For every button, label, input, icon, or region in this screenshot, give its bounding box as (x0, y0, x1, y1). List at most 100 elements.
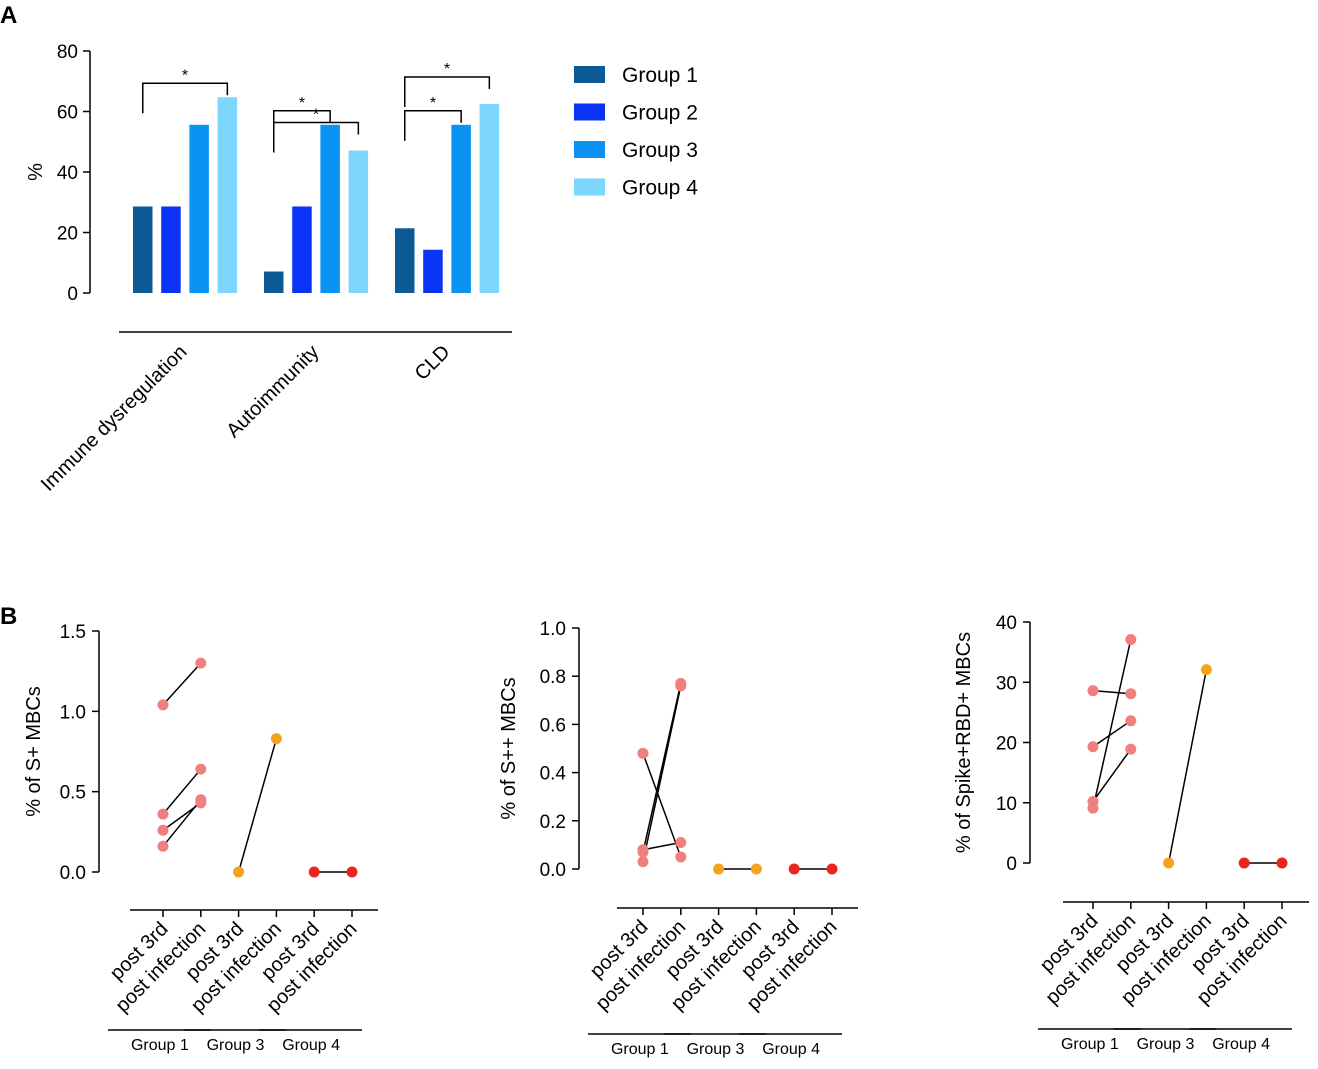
significance-star: * (299, 95, 305, 112)
bar-group-3 (451, 124, 471, 293)
y-tick-label: 0.4 (540, 764, 567, 785)
data-point-post-infection (1125, 715, 1137, 727)
data-point-post-infection (675, 680, 687, 692)
data-point-post-3rd (308, 866, 320, 878)
data-point-post-infection (195, 657, 207, 669)
group-label: Group 4 (1212, 1036, 1270, 1053)
pair-connector-line (1167, 669, 1208, 864)
data-point-post-infection (750, 863, 762, 875)
legend-swatch (574, 66, 605, 83)
bar-group-4 (348, 150, 369, 293)
y-tick-label: 1.0 (540, 619, 566, 640)
pair-connector-line (162, 799, 202, 847)
data-point-post-infection (675, 836, 687, 848)
data-point-post-3rd (233, 866, 245, 878)
y-tick-label: 0 (1006, 854, 1017, 875)
data-point-post-3rd (157, 840, 169, 852)
y-tick-label: 0.6 (540, 715, 566, 736)
significance-star: * (430, 95, 436, 112)
group-label: Group 3 (207, 1037, 265, 1054)
data-point-post-3rd (713, 863, 725, 875)
data-point-post-3rd (1087, 741, 1099, 753)
y-tick-label: 20 (57, 224, 78, 245)
legend-label: Group 4 (622, 177, 698, 200)
y-tick-label: 0.5 (60, 783, 86, 804)
y-tick-label: 1.0 (60, 702, 86, 723)
group-label: Group 4 (762, 1041, 820, 1058)
group-label: Group 1 (131, 1037, 189, 1054)
significance-bracket (273, 121, 360, 153)
data-point-post-3rd (637, 856, 649, 868)
data-point-post-3rd (1087, 685, 1099, 697)
y-tick-label: 1.5 (60, 622, 86, 643)
y-tick-label: 10 (996, 794, 1017, 815)
data-point-post-infection (1276, 857, 1288, 869)
y-axis-title: % of S+ MBCs (23, 686, 45, 817)
y-axis-title: % of S++ MBCs (498, 677, 520, 819)
pair-connector-line (237, 738, 278, 873)
data-point-post-infection (346, 866, 358, 878)
data-point-post-infection (1200, 664, 1212, 676)
legend-label: Group 1 (622, 64, 698, 87)
y-axis-title: % (25, 163, 47, 181)
data-point-post-infection (195, 794, 207, 806)
y-tick-label: 40 (996, 613, 1017, 634)
pair-connector-line (162, 768, 202, 815)
significance-bracket (404, 76, 491, 107)
data-point-post-3rd (1087, 802, 1099, 814)
group-label: Group 3 (687, 1041, 745, 1058)
data-point-post-infection (1125, 633, 1137, 645)
bar-group-4 (479, 103, 500, 293)
pair-connector-line (642, 753, 682, 858)
panel-b-label: B (0, 603, 17, 630)
data-point-post-infection (1125, 743, 1137, 755)
pair-connector-line (162, 662, 202, 706)
x-category-label: Immune dysregulation (37, 341, 192, 496)
significance-star: * (182, 67, 188, 84)
data-point-post-3rd (788, 863, 800, 875)
legend-swatch (574, 141, 605, 158)
pair-connector-line (1092, 689, 1131, 695)
y-tick-label: 20 (996, 734, 1017, 755)
significance-bracket (142, 82, 229, 114)
y-tick-label: 80 (57, 42, 78, 63)
bar-group-4 (217, 97, 238, 293)
y-tick-label: 0.2 (540, 812, 566, 833)
pair-connector-line (1092, 639, 1132, 809)
y-tick-label: 0.8 (540, 667, 566, 688)
group-label: Group 3 (1137, 1036, 1195, 1053)
pair-connector-line (642, 685, 682, 862)
legend-swatch (574, 178, 605, 196)
panel-a-label: A (0, 2, 17, 29)
legend-swatch (574, 103, 605, 121)
data-point-post-3rd (637, 747, 649, 759)
group-label: Group 1 (611, 1041, 669, 1058)
data-point-post-infection (675, 851, 687, 863)
data-point-post-3rd (1163, 857, 1175, 869)
group-label: Group 4 (282, 1037, 340, 1054)
data-point-post-infection (270, 733, 282, 745)
data-point-post-infection (826, 863, 838, 875)
bar-group-1 (395, 228, 415, 293)
pair-connector-line (642, 841, 681, 851)
legend-label: Group 3 (622, 139, 698, 162)
data-point-post-3rd (637, 846, 649, 858)
bar-chart-panel-a: 0 20 40 60 80% Immune dysregulation Autoimmuni… (25, 42, 512, 496)
data-point-post-3rd (1238, 857, 1250, 869)
bar-group-3 (189, 124, 209, 293)
legend-label: Group 2 (622, 102, 698, 125)
y-axis-title: % of Spike+RBD+ MBCs (953, 632, 975, 853)
y-tick-label: 0.0 (60, 863, 86, 884)
bar-group-2 (292, 206, 312, 293)
bar-group-2 (161, 206, 181, 293)
bar-group-2 (423, 249, 443, 293)
x-category-label: Autoimmunity (222, 341, 323, 442)
data-point-post-infection (195, 763, 207, 775)
group-label: Group 1 (1061, 1036, 1119, 1053)
y-tick-label: 30 (996, 673, 1017, 694)
y-tick-label: 40 (57, 163, 78, 184)
y-tick-label: 0 (67, 284, 78, 305)
